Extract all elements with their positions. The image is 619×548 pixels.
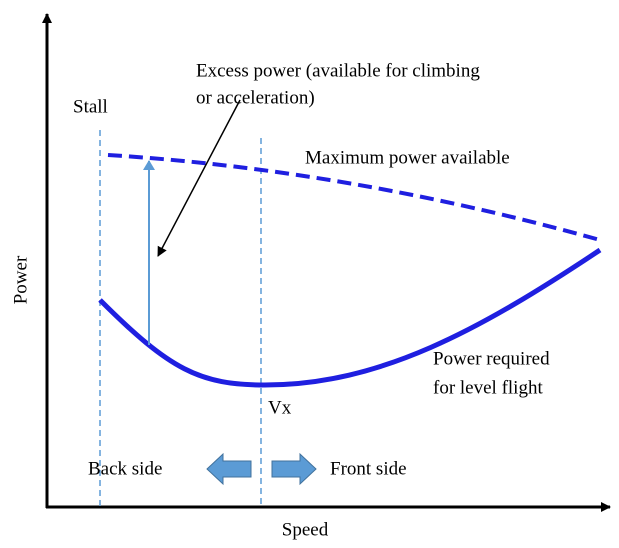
front-side-label: Front side bbox=[330, 458, 407, 479]
x-axis-label: Speed bbox=[282, 519, 329, 540]
excess-label: or acceleration) bbox=[196, 87, 315, 108]
max-power-label: Maximum power available bbox=[305, 147, 510, 168]
power-required-curve bbox=[98, 247, 602, 388]
max-power-curve bbox=[107, 153, 601, 242]
back-side-label: Back side bbox=[88, 458, 162, 479]
power-required-label: for level flight bbox=[433, 377, 543, 398]
vx-label: Vx bbox=[268, 397, 292, 418]
back-arrow bbox=[206, 452, 252, 486]
excess-label: Excess power (available for climbing bbox=[196, 60, 480, 81]
power-required-label: Power required bbox=[433, 348, 550, 369]
front-arrow bbox=[271, 452, 317, 486]
pointer-arrow bbox=[157, 99, 241, 257]
stall-label: Stall bbox=[73, 96, 108, 117]
y-axis-label: Power bbox=[10, 255, 31, 304]
